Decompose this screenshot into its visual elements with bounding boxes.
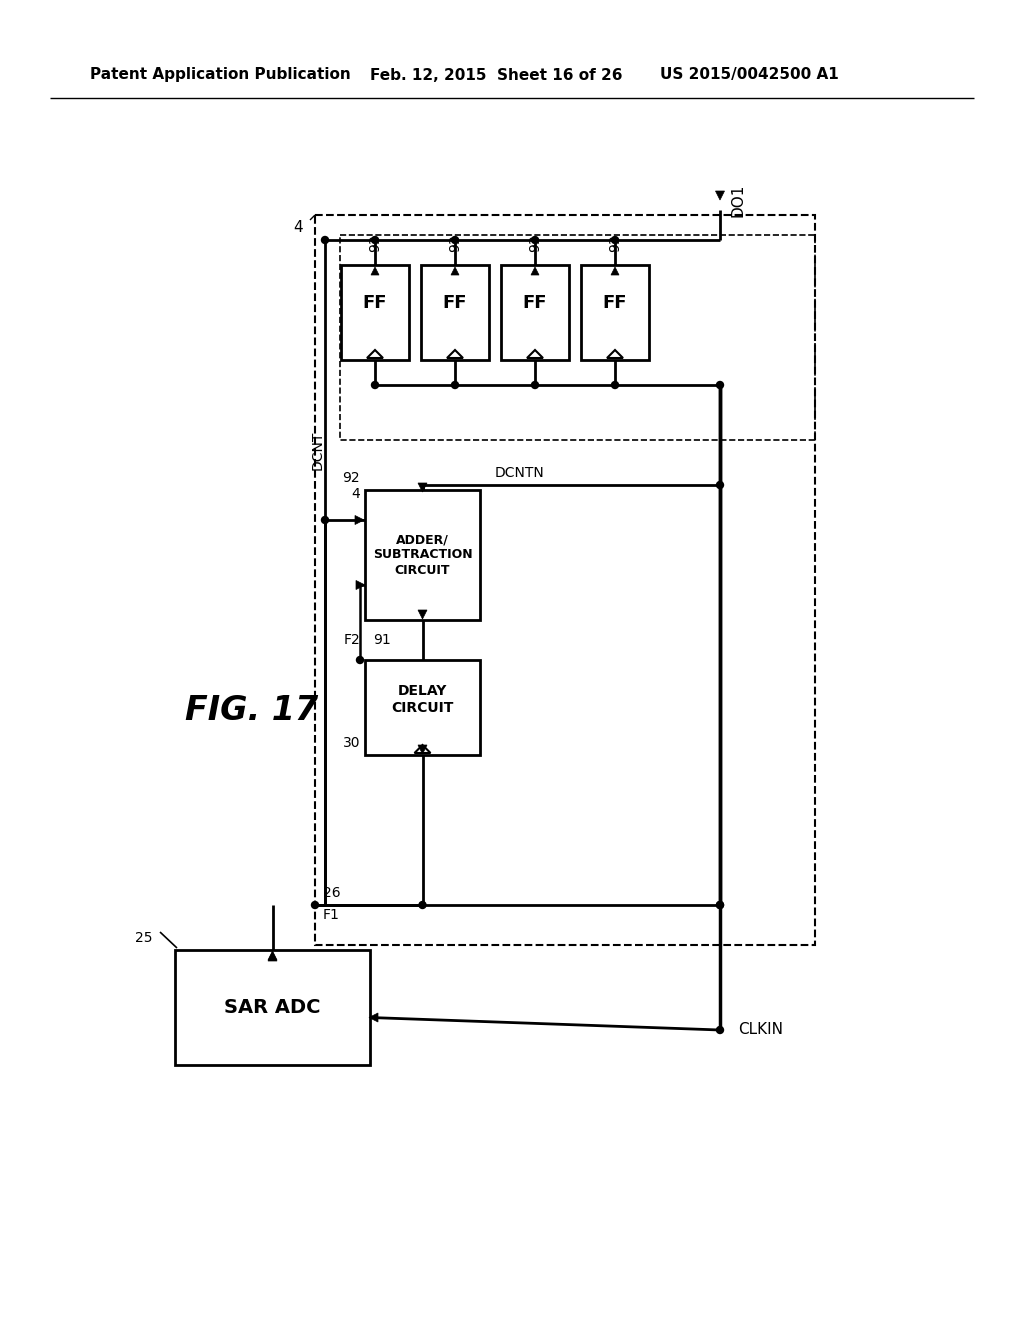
Circle shape: [452, 381, 459, 388]
Circle shape: [419, 902, 426, 908]
Text: SAR ADC: SAR ADC: [224, 998, 321, 1016]
Polygon shape: [611, 267, 618, 275]
Polygon shape: [716, 191, 725, 201]
Circle shape: [372, 236, 379, 243]
Text: 92: 92: [342, 471, 360, 484]
Circle shape: [452, 236, 459, 243]
Polygon shape: [268, 950, 278, 960]
Text: FIG. 17: FIG. 17: [185, 693, 318, 726]
Polygon shape: [356, 581, 365, 590]
Text: 91: 91: [373, 634, 391, 647]
Polygon shape: [531, 267, 539, 275]
Text: DCNT: DCNT: [311, 430, 325, 470]
Circle shape: [322, 516, 329, 524]
Polygon shape: [418, 483, 427, 492]
Text: ADDER/
SUBTRACTION
CIRCUIT: ADDER/ SUBTRACTION CIRCUIT: [373, 533, 472, 577]
Text: 93: 93: [528, 234, 542, 252]
Circle shape: [322, 236, 329, 243]
Text: 93: 93: [449, 234, 462, 252]
Polygon shape: [371, 267, 379, 275]
Polygon shape: [365, 490, 480, 620]
Text: 93: 93: [608, 234, 622, 252]
Polygon shape: [418, 744, 427, 754]
Text: CLKIN: CLKIN: [738, 1023, 783, 1038]
Polygon shape: [418, 610, 427, 619]
Text: DELAY
CIRCUIT: DELAY CIRCUIT: [391, 684, 454, 714]
Circle shape: [717, 1027, 724, 1034]
Circle shape: [717, 482, 724, 488]
Polygon shape: [369, 1012, 378, 1022]
Text: FF: FF: [362, 293, 387, 312]
Polygon shape: [355, 516, 364, 524]
Circle shape: [311, 902, 318, 908]
Text: F1: F1: [323, 908, 340, 921]
Text: 26: 26: [323, 886, 341, 900]
Text: Patent Application Publication: Patent Application Publication: [90, 67, 351, 82]
Polygon shape: [451, 267, 459, 275]
Text: F2: F2: [343, 634, 360, 647]
Circle shape: [717, 902, 724, 908]
Text: 4: 4: [293, 219, 303, 235]
Text: 25: 25: [135, 931, 153, 945]
Text: FF: FF: [603, 293, 628, 312]
Circle shape: [531, 236, 539, 243]
Polygon shape: [268, 952, 278, 961]
Text: FF: FF: [442, 293, 467, 312]
Text: 30: 30: [342, 737, 360, 750]
Polygon shape: [175, 950, 370, 1065]
Text: DO1: DO1: [730, 183, 745, 216]
Circle shape: [611, 236, 618, 243]
Polygon shape: [421, 265, 489, 360]
Text: 4: 4: [351, 487, 360, 502]
Text: FF: FF: [522, 293, 547, 312]
Text: 93: 93: [368, 234, 382, 252]
Polygon shape: [341, 265, 409, 360]
Circle shape: [372, 381, 379, 388]
Polygon shape: [501, 265, 569, 360]
Circle shape: [356, 656, 364, 664]
Polygon shape: [581, 265, 649, 360]
Text: US 2015/0042500 A1: US 2015/0042500 A1: [660, 67, 839, 82]
Circle shape: [717, 902, 724, 908]
Text: Feb. 12, 2015  Sheet 16 of 26: Feb. 12, 2015 Sheet 16 of 26: [370, 67, 623, 82]
Text: DCNTN: DCNTN: [496, 466, 545, 480]
Circle shape: [531, 381, 539, 388]
Circle shape: [717, 381, 724, 388]
Polygon shape: [365, 660, 480, 755]
Circle shape: [611, 381, 618, 388]
